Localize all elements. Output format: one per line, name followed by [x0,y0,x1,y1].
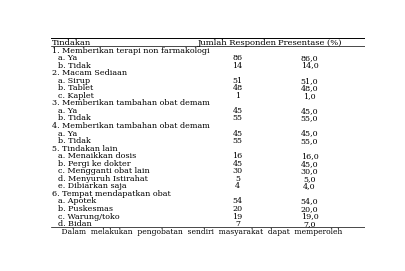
Text: 55,0: 55,0 [301,137,318,145]
Text: d. Menyuruh Istirahat: d. Menyuruh Istirahat [58,175,148,183]
Text: 45: 45 [232,107,243,115]
Text: 55,0: 55,0 [301,114,318,122]
Text: 51,0: 51,0 [301,77,318,85]
Text: 2. Macam Sediaan: 2. Macam Sediaan [52,69,127,77]
Text: e. Dibiarkan saja: e. Dibiarkan saja [58,182,127,190]
Text: 14,0: 14,0 [301,62,318,70]
Text: a. Ya: a. Ya [58,107,78,115]
Text: 1. Memberikan terapi non farmakologi: 1. Memberikan terapi non farmakologi [52,47,210,54]
Text: 4: 4 [235,182,240,190]
Text: 54: 54 [232,198,243,205]
Text: 30,0: 30,0 [301,167,318,175]
Text: 4. Memberikan tambahan obat demam: 4. Memberikan tambahan obat demam [52,122,210,130]
Text: 45,0: 45,0 [301,160,318,168]
Text: 20,0: 20,0 [301,205,318,213]
Text: 16: 16 [232,152,243,160]
Text: 3. Memberikan tambahan obat demam: 3. Memberikan tambahan obat demam [52,99,210,107]
Text: 1,0: 1,0 [303,92,316,100]
Text: 4,0: 4,0 [303,182,316,190]
Text: b. Puskesmas: b. Puskesmas [58,205,113,213]
Text: 6. Tempat mendapatkan obat: 6. Tempat mendapatkan obat [52,190,171,198]
Text: c. Warung/toko: c. Warung/toko [58,212,120,221]
Text: Dalam  melakukan  pengobatan  sendiri  masyarakat  dapat  memperoleh: Dalam melakukan pengobatan sendiri masya… [52,228,343,236]
Text: 54,0: 54,0 [301,198,318,205]
Text: a. Ya: a. Ya [58,130,78,137]
Text: Jumlah Responden: Jumlah Responden [198,39,277,47]
Text: Tindakan: Tindakan [52,39,92,47]
Text: 55: 55 [232,137,242,145]
Text: 5. Tindakan lain: 5. Tindakan lain [52,145,118,153]
Text: 5,0: 5,0 [303,175,316,183]
Text: 16,0: 16,0 [301,152,318,160]
Text: a. Sirup: a. Sirup [58,77,91,85]
Text: 7,0: 7,0 [303,220,316,228]
Text: 14: 14 [232,62,243,70]
Text: 19: 19 [232,212,243,221]
Text: 45,0: 45,0 [301,130,318,137]
Text: c. Mengganti obat lain: c. Mengganti obat lain [58,167,150,175]
Text: b. Tidak: b. Tidak [58,137,92,145]
Text: 86: 86 [232,54,243,62]
Text: 45,0: 45,0 [301,107,318,115]
Text: b. Tablet: b. Tablet [58,84,94,92]
Text: 20: 20 [232,205,243,213]
Text: 5: 5 [235,175,240,183]
Text: d. Bidan: d. Bidan [58,220,92,228]
Text: 45: 45 [232,160,243,168]
Text: 1: 1 [235,92,240,100]
Text: 86,0: 86,0 [301,54,318,62]
Text: 7: 7 [235,220,240,228]
Text: 19,0: 19,0 [301,212,318,221]
Text: 48: 48 [232,84,243,92]
Text: 45: 45 [232,130,243,137]
Text: Presentase (%): Presentase (%) [278,39,341,47]
Text: b. Tidak: b. Tidak [58,114,92,122]
Text: 30: 30 [232,167,243,175]
Text: 51: 51 [232,77,243,85]
Text: c. Kaplet: c. Kaplet [58,92,94,100]
Text: a. Ya: a. Ya [58,54,78,62]
Text: 55: 55 [232,114,242,122]
Text: a. Apotek: a. Apotek [58,198,97,205]
Text: b. Pergi ke dokter: b. Pergi ke dokter [58,160,131,168]
Text: b. Tidak: b. Tidak [58,62,92,70]
Text: a. Menaikkan dosis: a. Menaikkan dosis [58,152,137,160]
Text: 48,0: 48,0 [301,84,318,92]
